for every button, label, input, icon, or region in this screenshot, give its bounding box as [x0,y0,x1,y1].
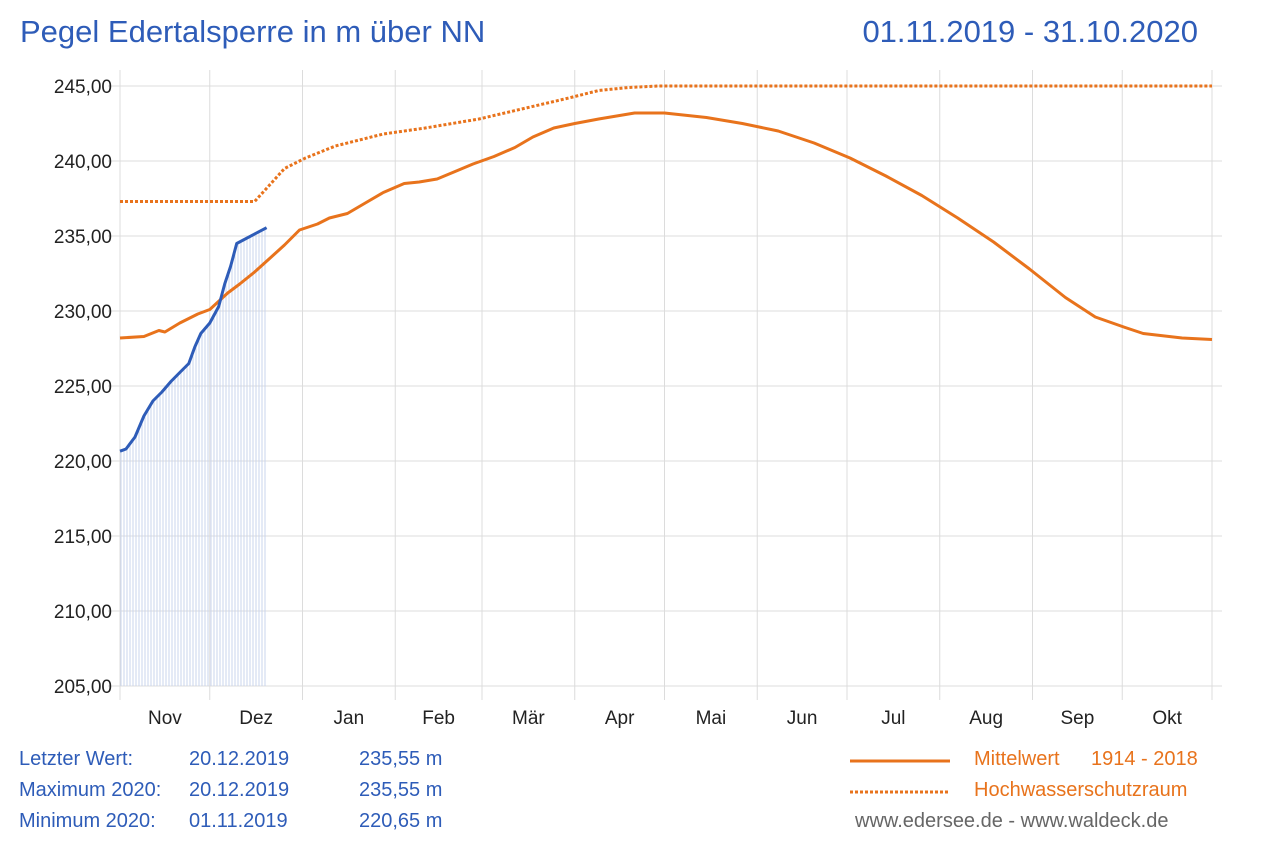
footer-links: www.edersee.de - www.waldeck.de [855,810,1169,832]
x-tick-label: Jul [881,708,905,729]
y-tick-label: 230,00 [54,302,112,323]
last-value-date: 20.12.2019 [189,748,290,770]
y-tick-label: 225,00 [54,377,112,398]
x-tick-label: Dez [239,708,273,729]
x-tick-label: Mai [696,708,727,729]
legend: Mittelwert 1914 - 2018 Hochwasserschutzr… [850,748,1210,810]
maximum-label: Maximum 2020: [19,779,162,801]
last-value-label: Letzter Wert: [19,748,134,770]
x-tick-label: Okt [1152,708,1182,729]
x-tick-label: Sep [1060,708,1094,729]
y-tick-label: 210,00 [54,602,112,623]
y-tick-label: 235,00 [54,227,112,248]
water-level-chart: 245,00 240,00 235,00 230,00 225,00 220,00 215,… [54,70,1222,729]
maximum-value: 235,55 m [359,779,443,801]
y-tick-label: 240,00 [54,152,112,173]
legend-flood: Hochwasserschutzraum [850,779,1210,810]
x-tick-label: Apr [605,708,635,729]
y-tick-label: 215,00 [54,527,112,548]
legend-mean: Mittelwert 1914 - 2018 [850,748,1210,779]
chart-title: Pegel Edertalsperre in m über NN [20,14,486,49]
last-value-value: 235,55 m [359,748,443,770]
x-tick-label: Mär [512,708,545,729]
legend-mean-label: Mittelwert [974,748,1060,770]
current-level-fill [120,227,267,686]
current-level-line [119,226,268,453]
minimum-label: Minimum 2020: [19,810,156,832]
x-tick-label: Feb [422,708,455,729]
x-tick-label: Jan [334,708,365,729]
legend-mean-period: 1914 - 2018 [1091,748,1198,770]
y-tick-label: 205,00 [54,677,112,698]
maximum-date: 20.12.2019 [189,779,290,801]
x-tick-label: Aug [969,708,1003,729]
flood-protection-line [120,84,1212,203]
y-tick-label: 245,00 [54,77,112,98]
legend-flood-swatch [850,790,950,794]
x-tick-label: Jun [787,708,818,729]
minimum-value: 220,65 m [359,810,443,832]
x-tick-label: Nov [148,708,182,729]
period-label: 01.11.2019 - 31.10.2020 [862,14,1198,49]
y-tick-label: 220,00 [54,452,112,473]
legend-mean-swatch [850,759,950,763]
minimum-date: 01.11.2019 [189,810,288,832]
mean-level-line [119,111,1213,341]
legend-flood-label: Hochwasserschutzraum [974,779,1188,801]
